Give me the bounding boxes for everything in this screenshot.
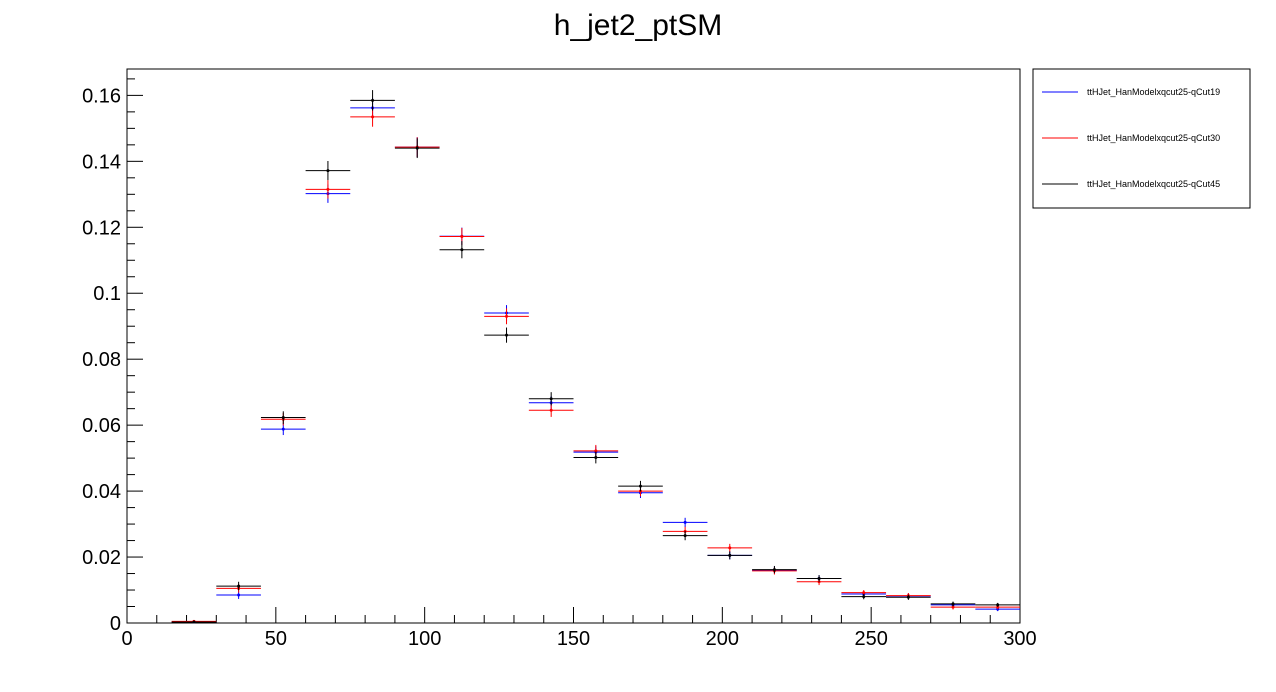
y-tick-label: 0.08 xyxy=(82,349,121,371)
point-marker xyxy=(906,595,910,599)
data-point xyxy=(484,327,529,343)
point-marker xyxy=(281,416,285,420)
point-marker xyxy=(728,546,732,550)
y-tick-label: 0.14 xyxy=(82,151,121,173)
data-point xyxy=(975,602,1020,607)
point-marker xyxy=(728,553,732,557)
point-marker xyxy=(237,584,241,588)
y-tick-label: 0.02 xyxy=(82,547,121,569)
chart-title: h_jet2_ptSM xyxy=(554,9,722,42)
legend-entry: ttHJet_HanModelxqcut25-qCut45 xyxy=(1042,179,1220,189)
y-tick-label: 0.12 xyxy=(82,217,121,239)
point-marker xyxy=(192,620,196,624)
data-point xyxy=(305,180,351,199)
y-tick-label: 0.16 xyxy=(82,85,121,107)
point-marker xyxy=(996,605,1000,609)
data-point xyxy=(484,308,529,325)
point-marker xyxy=(951,602,955,606)
data-point xyxy=(618,480,663,492)
point-marker xyxy=(549,408,553,412)
axis-ticks xyxy=(126,78,1021,624)
data-point xyxy=(350,90,395,111)
series-layer xyxy=(171,90,1020,624)
data-point xyxy=(528,403,574,417)
data-point xyxy=(841,593,887,600)
data-point xyxy=(930,601,976,607)
point-marker xyxy=(683,520,687,524)
data-point xyxy=(662,530,708,541)
data-point xyxy=(886,594,931,600)
y-tick-label: 0 xyxy=(110,613,121,635)
x-tick-label: 100 xyxy=(408,628,441,650)
legend: ttHJet_HanModelxqcut25-qCut19 ttHJet_HanM… xyxy=(1032,68,1251,209)
point-marker xyxy=(326,187,330,191)
x-tick-labels: 0 50 100 150 200 250 300 xyxy=(121,628,1036,650)
point-marker xyxy=(549,397,553,401)
data-point xyxy=(752,565,797,574)
point-marker xyxy=(460,235,464,239)
x-tick-label: 300 xyxy=(1003,628,1036,650)
point-marker xyxy=(862,591,866,595)
legend-label: ttHJet_HanModelxqcut25-qCut45 xyxy=(1087,179,1220,189)
legend-label: ttHJet_HanModelxqcut25-qCut19 xyxy=(1087,87,1220,97)
data-point xyxy=(707,543,753,552)
data-point xyxy=(260,411,306,424)
data-point xyxy=(305,161,351,181)
point-marker xyxy=(281,427,285,431)
point-marker xyxy=(371,115,375,119)
data-point xyxy=(662,517,708,528)
series-2 xyxy=(171,106,1020,623)
point-marker xyxy=(594,455,598,459)
series-3 xyxy=(171,90,1020,624)
point-marker xyxy=(460,248,464,252)
y-tick-label: 0.06 xyxy=(82,415,121,437)
point-marker xyxy=(638,484,642,488)
point-marker xyxy=(594,449,598,453)
data-point xyxy=(171,620,217,624)
point-marker xyxy=(237,593,241,597)
x-tick-label: 50 xyxy=(265,628,287,650)
data-point xyxy=(394,138,440,159)
data-point xyxy=(528,392,574,406)
point-marker xyxy=(951,605,955,609)
point-marker xyxy=(371,98,375,102)
point-marker xyxy=(505,314,509,318)
point-marker xyxy=(683,534,687,538)
data-point xyxy=(707,551,753,560)
y-tick-label: 0.04 xyxy=(82,481,121,503)
legend-label: ttHJet_HanModelxqcut25-qCut30 xyxy=(1087,133,1220,143)
data-point xyxy=(439,241,485,259)
y-tick-label: 0.1 xyxy=(93,283,121,305)
data-point xyxy=(216,581,261,591)
legend-entry: ttHJet_HanModelxqcut25-qCut19 xyxy=(1042,87,1220,97)
data-point xyxy=(796,575,842,582)
point-marker xyxy=(505,333,509,337)
point-marker xyxy=(772,568,776,572)
point-marker xyxy=(326,169,330,173)
point-marker xyxy=(862,595,866,599)
x-tick-label: 200 xyxy=(706,628,739,650)
legend-entry: ttHJet_HanModelxqcut25-qCut30 xyxy=(1042,133,1220,143)
legend-entries: ttHJet_HanModelxqcut25-qCut19 ttHJet_HanM… xyxy=(1042,87,1220,189)
point-marker xyxy=(996,603,1000,607)
x-tick-label: 250 xyxy=(854,628,887,650)
series-1 xyxy=(171,98,1020,624)
y-tick-labels: 0 0.02 0.04 0.06 0.08 0.1 0.12 0.14 0.16 xyxy=(82,85,121,635)
point-marker xyxy=(817,576,821,580)
x-tick-label: 150 xyxy=(557,628,590,650)
data-point xyxy=(573,451,619,464)
x-tick-label: 0 xyxy=(121,628,132,650)
plot-frame xyxy=(126,68,1021,624)
point-marker xyxy=(415,146,419,150)
